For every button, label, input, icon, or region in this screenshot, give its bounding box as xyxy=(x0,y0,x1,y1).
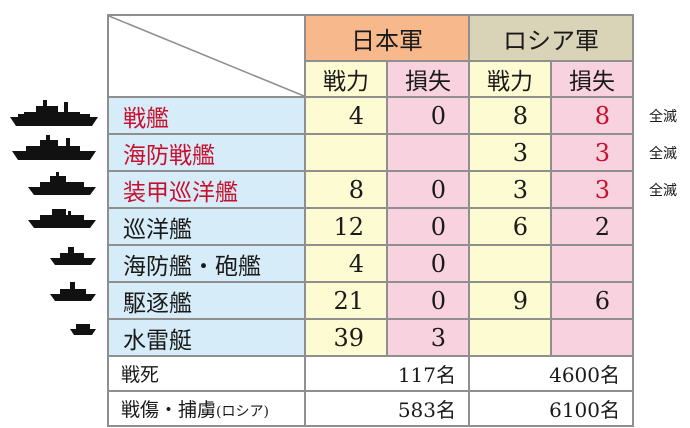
russia-loss-value: 3 xyxy=(550,133,634,172)
torpedo-boat-icon xyxy=(10,318,98,338)
russia-strength-value: 3 xyxy=(468,170,552,209)
japan-loss-value xyxy=(386,133,470,172)
russia-loss-value xyxy=(550,318,634,357)
table-row: 装甲巡洋艦 8 0 3 3 xyxy=(107,170,634,209)
annihilated-note: 全滅 xyxy=(649,146,677,162)
japan-strength-value: 8 xyxy=(304,170,388,209)
russia-strength-value: 8 xyxy=(468,96,552,135)
japan-loss-value: 3 xyxy=(386,318,470,357)
japan-loss-value: 0 xyxy=(386,170,470,209)
table-row: 水雷艇 39 3 xyxy=(107,318,634,357)
table-row: 戦艦 4 0 8 8 xyxy=(107,96,634,135)
russia-header: ロシア軍 xyxy=(468,14,634,62)
russia-loss-value: 6 xyxy=(550,281,634,320)
russia-loss-value xyxy=(550,244,634,283)
japan-strength-value: 4 xyxy=(304,244,388,283)
ship-type-name: 戦艦 xyxy=(107,96,306,135)
header-row-sub: 戦力 損失 戦力 損失 xyxy=(108,60,634,98)
coastal-battleship-icon xyxy=(10,134,98,162)
japan-loss-value: 0 xyxy=(386,207,470,246)
wounded-japan-value: 583名 xyxy=(304,390,470,427)
ship-type-name: 海防艦・砲艦 xyxy=(107,244,306,283)
russia-loss-header: 損失 xyxy=(550,60,634,98)
cruiser-icon xyxy=(10,206,98,232)
japan-loss-value: 0 xyxy=(386,96,470,135)
russia-strength-value: 3 xyxy=(468,133,552,172)
japan-loss-value: 0 xyxy=(386,244,470,283)
wounded-label: 戦傷・捕虜(ロシア) xyxy=(107,390,306,427)
japan-strength-value: 21 xyxy=(304,281,388,320)
battleship-icon xyxy=(10,97,98,127)
header-row-forces: 日本軍 ロシア軍 xyxy=(107,14,634,98)
russia-strength-value: 9 xyxy=(468,281,552,320)
fleet-comparison-table: 日本軍 ロシア軍 戦力 損失 戦力 損失 戦艦 4 0 8 8 海防戦艦 3 3… xyxy=(107,14,634,427)
killed-russia-value: 4600名 xyxy=(468,355,634,392)
japan-header: 日本軍 xyxy=(304,14,470,62)
japan-loss-header: 損失 xyxy=(386,60,470,98)
japan-loss-value: 0 xyxy=(386,281,470,320)
ship-type-name: 装甲巡洋艦 xyxy=(107,170,306,209)
japan-strength-value: 4 xyxy=(304,96,388,135)
japan-strength-value: 12 xyxy=(304,207,388,246)
japan-strength-header: 戦力 xyxy=(304,60,388,98)
annihilated-note: 全滅 xyxy=(649,183,677,199)
wounded-russia-value: 6100名 xyxy=(468,390,634,427)
wounded-label-note: (ロシア) xyxy=(216,404,269,420)
russia-strength-value: 6 xyxy=(468,207,552,246)
russia-loss-value: 3 xyxy=(550,170,634,209)
wounded-row: 戦傷・捕虜(ロシア) 583名 6100名 xyxy=(107,390,634,427)
table-row: 巡洋艦 12 0 6 2 xyxy=(107,207,634,246)
russia-strength-header: 戦力 xyxy=(468,60,552,98)
annihilated-note: 全滅 xyxy=(649,109,677,125)
table-row: 駆逐艦 21 0 9 6 xyxy=(107,281,634,320)
destroyer-icon xyxy=(10,280,98,304)
ship-type-name: 海防戦艦 xyxy=(107,133,306,172)
russia-loss-value: 8 xyxy=(550,96,634,135)
ship-type-name: 巡洋艦 xyxy=(107,207,306,246)
table-row: 海防艦・砲艦 4 0 xyxy=(107,244,634,283)
wounded-label-main: 戦傷・捕虜 xyxy=(121,399,217,421)
gunboat-icon xyxy=(10,244,98,268)
diagonal-corner-cell xyxy=(107,14,306,98)
table-row: 海防戦艦 3 3 xyxy=(107,133,634,172)
japan-strength-value: 39 xyxy=(304,318,388,357)
ship-type-name: 水雷艇 xyxy=(107,318,306,357)
japan-strength-value xyxy=(304,133,388,172)
russia-strength-value xyxy=(468,244,552,283)
russia-loss-value: 2 xyxy=(550,207,634,246)
russia-strength-value xyxy=(468,318,552,357)
killed-japan-value: 117名 xyxy=(304,355,470,392)
killed-row: 戦死 117名 4600名 xyxy=(107,355,634,392)
armored-cruiser-icon xyxy=(10,171,98,197)
killed-label: 戦死 xyxy=(107,355,306,392)
ship-type-name: 駆逐艦 xyxy=(107,281,306,320)
